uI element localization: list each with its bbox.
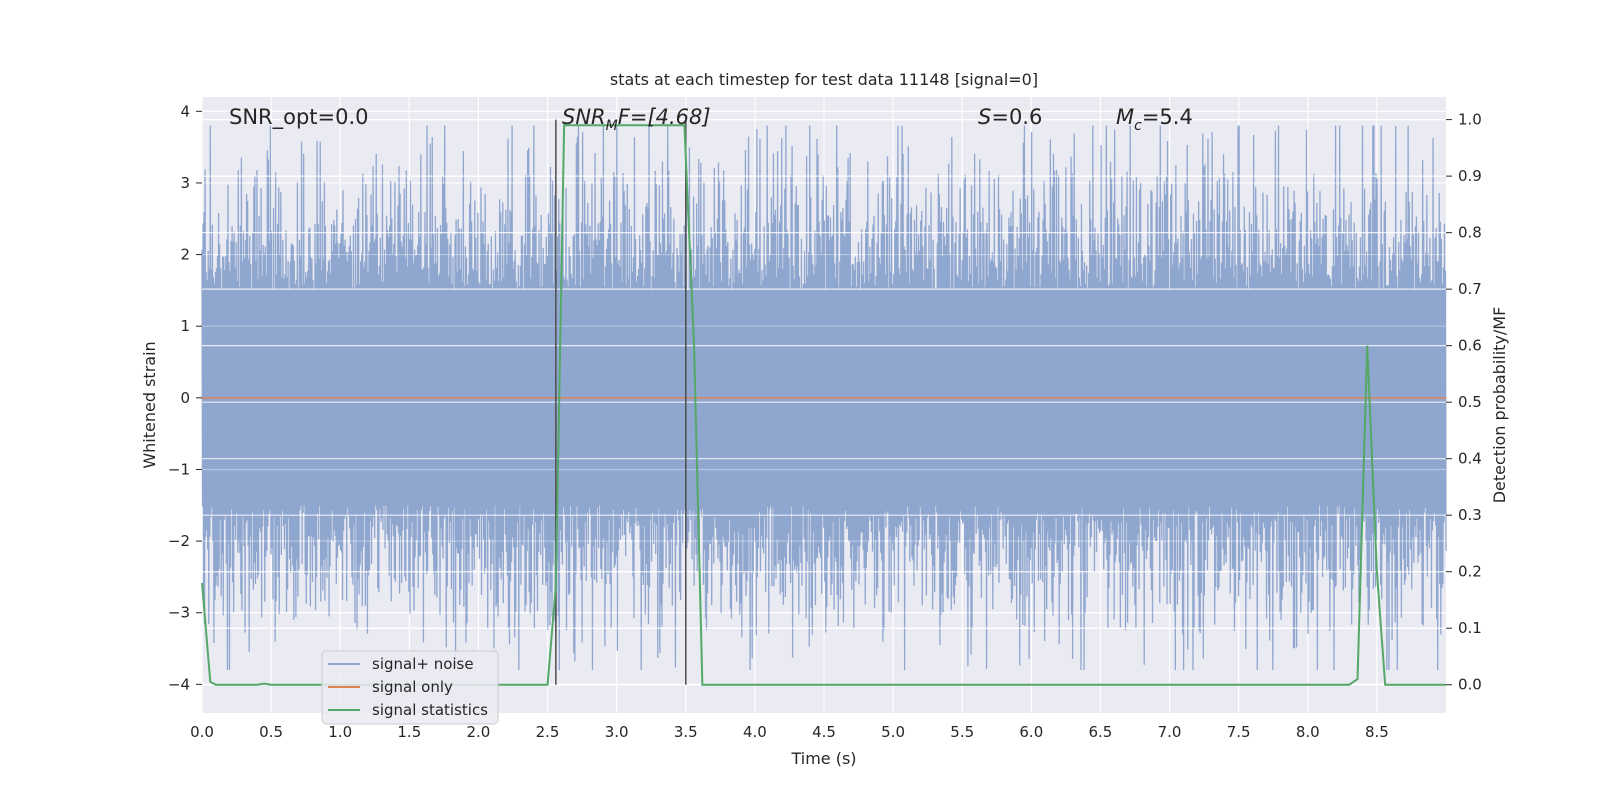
y-tick-label-right-5: 0.5 — [1458, 393, 1482, 411]
series-line-signal-plus-noise — [201, 125, 1447, 671]
legend-label-signal-plus-noise: signal+ noise — [372, 655, 474, 673]
x-axis-label: Time (s) — [790, 749, 856, 768]
y-tick-label-right-3: 0.7 — [1458, 280, 1482, 298]
y-tick-label-left-7: −3 — [168, 604, 190, 622]
y-tick-label-right-4: 0.6 — [1458, 337, 1482, 355]
annotation-s-var: S — [978, 105, 991, 129]
x-tick-label-15: 7.5 — [1227, 723, 1251, 741]
x-tick-label-4: 2.0 — [467, 723, 491, 741]
y-tick-label-right-1: 0.9 — [1458, 167, 1482, 185]
x-tick-label-17: 8.5 — [1365, 723, 1389, 741]
x-tick-label-8: 4.0 — [743, 723, 767, 741]
annotation-mc-var: M — [1116, 105, 1134, 129]
x-tick-label-12: 6.0 — [1019, 723, 1043, 741]
series-line-signal-statistics — [201, 124, 1446, 686]
y-tick-label-right-10: 0.0 — [1458, 676, 1482, 694]
x-tick-label-13: 6.5 — [1089, 723, 1113, 741]
legend-label-signal-only: signal only — [372, 678, 453, 696]
y-tick-label-left-8: −4 — [168, 675, 190, 693]
x-tick-label-2: 1.0 — [328, 723, 352, 741]
legend-box — [321, 650, 499, 725]
x-tick-label-0: 0.0 — [190, 723, 214, 741]
x-tick-label-6: 3.0 — [605, 723, 629, 741]
y-tick-label-right-6: 0.4 — [1458, 450, 1482, 468]
x-tick-label-10: 5.0 — [881, 723, 905, 741]
annotation-mc: Mc=5.4 — [1116, 105, 1193, 134]
axis-ticks: 0.0 0.5 1.0 1.5 2.0 2.5 3.0 3.5 4.0 4.5 5.0 5.5 6.0 6… — [168, 102, 1482, 741]
x-tick-label-1: 0.5 — [259, 723, 283, 741]
y-tick-label-left-1: 3 — [180, 174, 190, 192]
y-tick-label-right-9: 0.1 — [1458, 619, 1482, 637]
series-signal-statistics — [201, 124, 1446, 686]
series-signal-plus-noise — [201, 125, 1447, 671]
y-tick-label-left-2: 2 — [180, 246, 190, 264]
y-tick-label-left-4: 0 — [180, 389, 190, 407]
x-tick-label-14: 7.0 — [1158, 723, 1182, 741]
y-tick-label-right-8: 0.2 — [1458, 563, 1482, 581]
y-tick-label-left-3: 1 — [180, 317, 190, 335]
annotation-snr-mf-sub: M — [606, 118, 618, 134]
y-tick-label-right-2: 0.8 — [1458, 224, 1482, 242]
x-tick-label-7: 3.5 — [674, 723, 698, 741]
x-tick-label-11: 5.5 — [950, 723, 974, 741]
x-tick-label-9: 4.5 — [812, 723, 836, 741]
legend: signal+ noise signal only signal statist… — [321, 650, 499, 725]
annotation-snr-mf: SNRMF=[4.68] — [562, 105, 711, 134]
y-tick-label-right-7: 0.3 — [1458, 506, 1482, 524]
annotation-mc-rest: =5.4 — [1142, 105, 1193, 129]
y-tick-label-right-0: 1.0 — [1458, 111, 1482, 129]
chart-title: stats at each timestep for test data 111… — [610, 70, 1038, 89]
annotation-mc-sub: c — [1134, 118, 1142, 134]
y-tick-label-left-0: 4 — [180, 102, 190, 120]
y-tick-label-left-6: −2 — [168, 532, 190, 550]
x-tick-label-5: 2.5 — [536, 723, 560, 741]
annotation-snr-mf-main: SNR — [562, 105, 606, 129]
x-tick-label-3: 1.5 — [397, 723, 421, 741]
y-axis-label-left: Whitened strain — [140, 341, 159, 468]
annotation-snr-mf-rest: F=[4.68] — [618, 105, 711, 129]
annotation-s: S=0.6 — [978, 105, 1042, 129]
annotation-s-rest: =0.6 — [991, 105, 1042, 129]
annotation-snr-opt: SNR_opt=0.0 — [229, 105, 369, 130]
legend-label-signal-statistics: signal statistics — [372, 701, 488, 719]
y-axis-label-right: Detection probability/MF — [1490, 307, 1509, 504]
x-tick-label-16: 8.0 — [1296, 723, 1320, 741]
y-tick-label-left-5: −1 — [168, 460, 190, 478]
